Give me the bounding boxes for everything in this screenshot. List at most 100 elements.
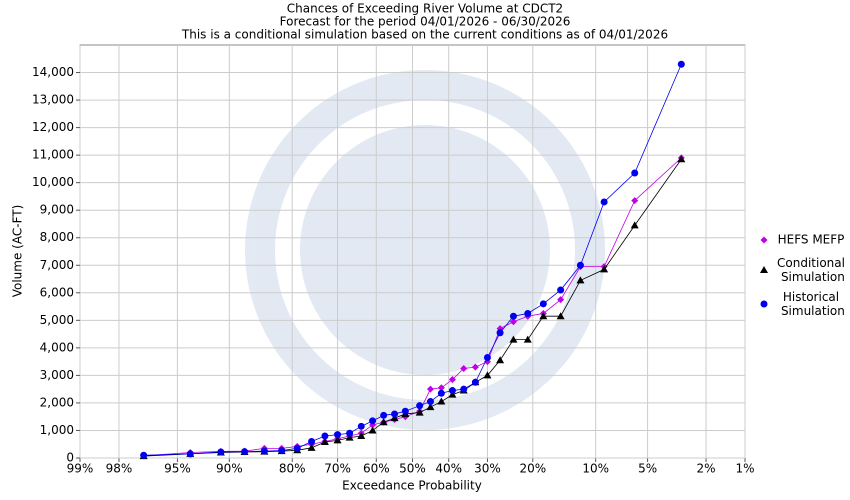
y-tick-label: 10,000: [32, 175, 74, 189]
marker: [631, 169, 639, 177]
legend-label: HEFS MEFP: [778, 233, 845, 247]
marker: [509, 335, 518, 343]
marker: [539, 300, 547, 308]
marker: [483, 354, 491, 362]
marker: [509, 318, 517, 326]
marker: [437, 389, 445, 397]
marker: [460, 365, 468, 373]
y-tick-label: 9,000: [40, 203, 74, 217]
x-tick-label: 10%: [582, 462, 609, 476]
x-tick-label: 20%: [519, 462, 546, 476]
x-tick-label: 2%: [697, 462, 716, 476]
marker: [524, 309, 532, 317]
marker: [630, 221, 639, 229]
marker: [557, 286, 565, 294]
y-tick-label: 6,000: [40, 285, 74, 299]
marker: [368, 426, 377, 434]
marker: [293, 444, 301, 452]
y-tick-label: 7,000: [40, 258, 74, 272]
marker: [357, 431, 366, 439]
marker: [321, 432, 329, 440]
y-axis-label: Volume (AC-FT): [11, 205, 25, 298]
marker: [140, 451, 148, 459]
marker: [760, 236, 768, 244]
marker: [631, 197, 639, 205]
marker: [496, 356, 505, 364]
marker: [333, 436, 342, 444]
x-tick-label: 90%: [216, 462, 243, 476]
marker: [677, 60, 685, 68]
marker: [471, 363, 479, 371]
marker: [357, 422, 365, 430]
x-axis-label: Exceedance Probability: [342, 479, 482, 493]
marker: [760, 300, 768, 308]
y-tick-label: 4,000: [40, 340, 74, 354]
marker: [307, 443, 316, 451]
marker: [576, 276, 585, 284]
marker: [677, 155, 686, 163]
y-tick-label: 5,000: [40, 313, 74, 327]
marker: [401, 407, 409, 415]
y-tick-label: 0: [66, 451, 74, 465]
watermark: [245, 70, 605, 430]
chart-subtitle: Forecast for the period 04/01/2026 - 06/…: [280, 15, 571, 29]
marker: [426, 398, 434, 406]
marker: [308, 437, 316, 445]
marker: [278, 447, 286, 455]
y-tick-label: 14,000: [32, 65, 74, 79]
marker: [260, 447, 268, 455]
marker: [241, 448, 249, 456]
marker: [390, 414, 399, 422]
marker: [600, 265, 609, 273]
marker: [437, 384, 445, 392]
marker: [760, 266, 768, 273]
y-tick-label: 2,000: [40, 395, 74, 409]
x-tick-label: 40%: [435, 462, 462, 476]
marker: [556, 312, 565, 320]
x-tick-label: 30%: [474, 462, 501, 476]
legend-label: Historical Simulation: [777, 290, 845, 318]
marker: [345, 433, 354, 441]
legend-label: Conditional Simulation: [777, 256, 845, 284]
x-tick-label: 80%: [279, 462, 306, 476]
marker: [416, 402, 424, 410]
marker: [426, 385, 434, 393]
x-tick-label: 50%: [399, 462, 426, 476]
y-tick-label: 11,000: [32, 148, 74, 162]
x-tick-label: 60%: [363, 462, 390, 476]
chart-subtitle: This is a conditional simulation based o…: [181, 28, 668, 42]
x-tick-label: 98%: [106, 462, 133, 476]
marker: [426, 403, 435, 411]
y-tick-label: 13,000: [32, 93, 74, 107]
marker: [471, 378, 479, 386]
marker: [539, 312, 548, 320]
x-tick-label: 5%: [638, 462, 657, 476]
x-tick-label: 1%: [735, 462, 754, 476]
marker: [186, 450, 194, 458]
x-tick-label: 95%: [164, 462, 191, 476]
y-tick-label: 3,000: [40, 368, 74, 382]
y-tick-label: 12,000: [32, 120, 74, 134]
marker: [391, 410, 399, 418]
marker: [496, 329, 504, 337]
chart-title: Chances of Exceeding River Volume at CDC…: [287, 2, 563, 16]
marker: [217, 448, 225, 456]
marker: [557, 296, 565, 304]
marker: [369, 417, 377, 425]
marker: [460, 385, 468, 393]
x-tick-label: 70%: [324, 462, 351, 476]
marker: [600, 198, 608, 206]
marker: [509, 312, 517, 320]
marker: [576, 261, 584, 269]
marker: [320, 438, 329, 446]
marker: [346, 429, 354, 437]
marker: [334, 431, 342, 439]
marker: [483, 371, 492, 379]
marker: [448, 390, 457, 398]
marker: [437, 397, 446, 405]
marker: [523, 335, 532, 343]
marker: [380, 411, 388, 419]
marker: [415, 408, 424, 416]
y-tick-label: 8,000: [40, 230, 74, 244]
